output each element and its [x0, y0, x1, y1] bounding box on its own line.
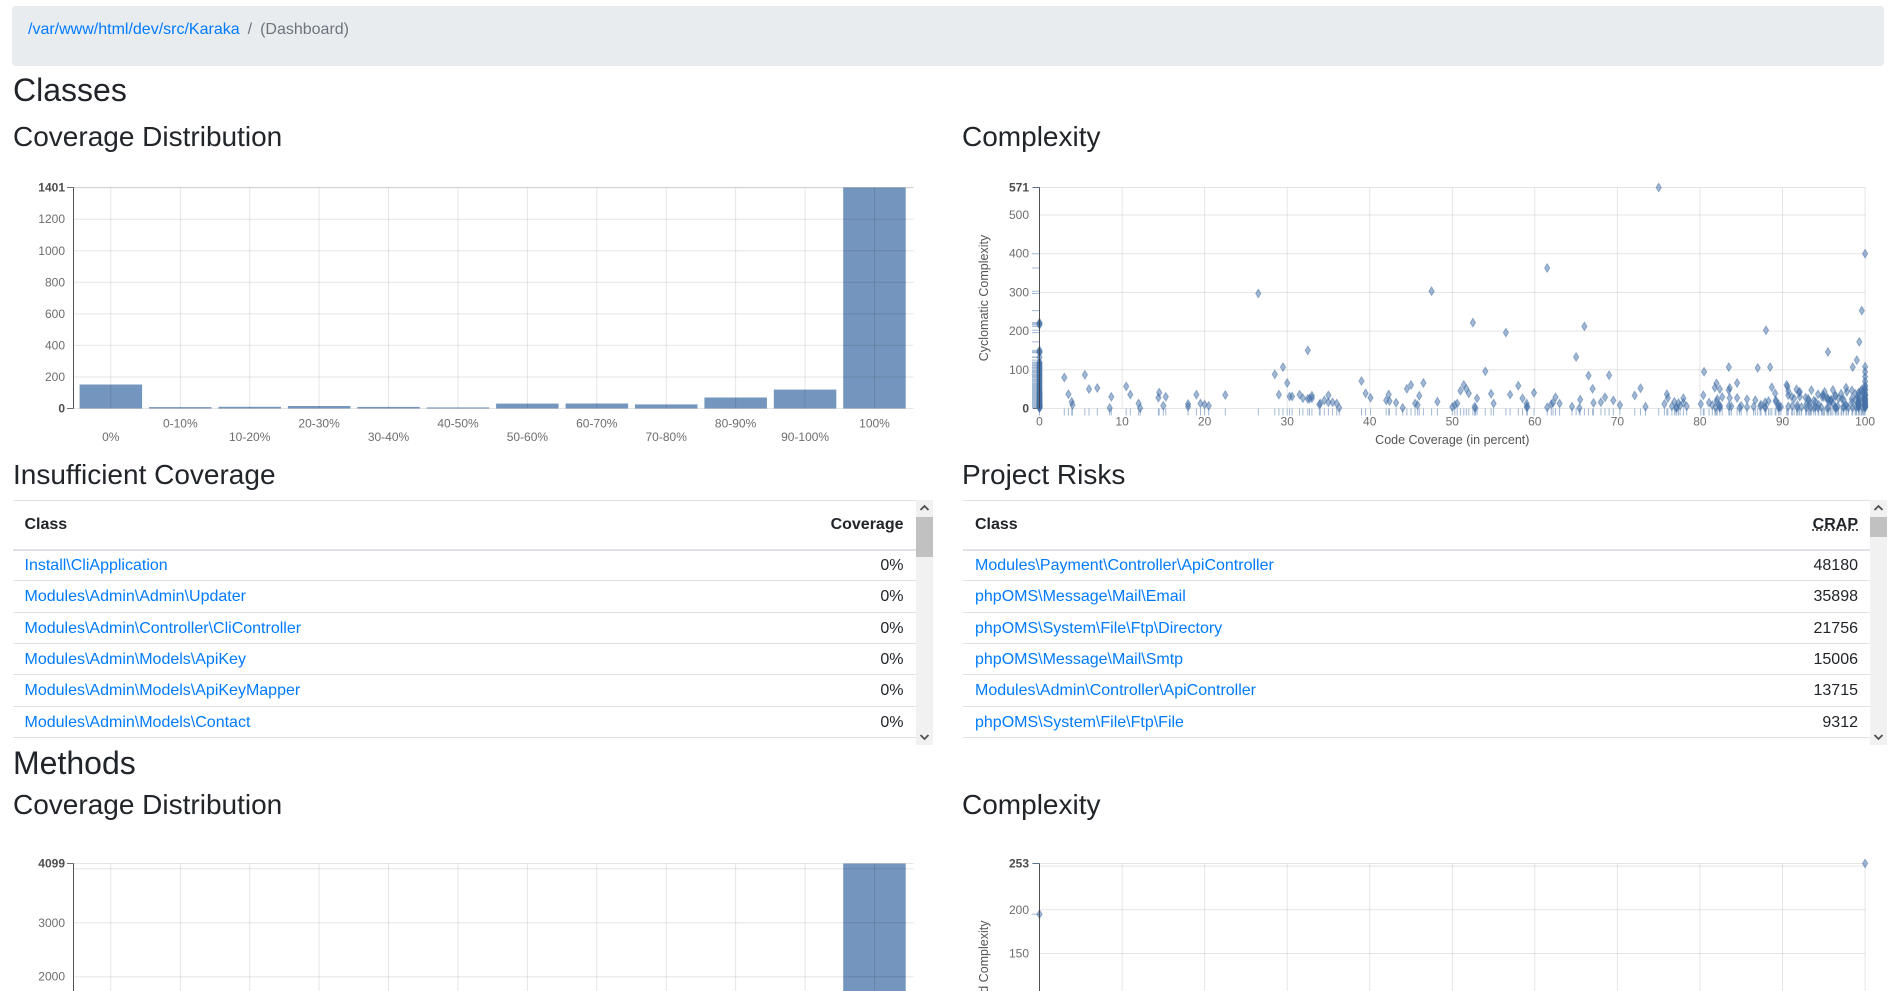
- svg-text:90-100%: 90-100%: [781, 430, 829, 444]
- svg-text:80-90%: 80-90%: [715, 417, 757, 431]
- svg-text:Cyclomatic Complexity: Cyclomatic Complexity: [977, 234, 991, 361]
- svg-text:3000: 3000: [38, 916, 65, 930]
- svg-text:500: 500: [1009, 208, 1029, 222]
- svg-text:50-60%: 50-60%: [507, 430, 549, 444]
- svg-text:800: 800: [45, 275, 65, 289]
- svg-text:30: 30: [1281, 415, 1295, 429]
- svg-text:60: 60: [1528, 415, 1542, 429]
- svg-text:10-20%: 10-20%: [229, 430, 271, 444]
- svg-text:0%: 0%: [102, 430, 120, 444]
- svg-text:100: 100: [1009, 363, 1029, 377]
- svg-text:10: 10: [1115, 415, 1129, 429]
- svg-text:2000: 2000: [38, 970, 65, 984]
- svg-text:300: 300: [1009, 285, 1029, 299]
- svg-text:20-30%: 20-30%: [298, 417, 340, 431]
- svg-text:80: 80: [1693, 415, 1707, 429]
- svg-text:1000: 1000: [38, 244, 65, 258]
- svg-text:0: 0: [1036, 415, 1043, 429]
- svg-text:150: 150: [1009, 947, 1029, 961]
- svg-text:0: 0: [58, 402, 65, 416]
- svg-text:600: 600: [45, 307, 65, 321]
- svg-text:1401: 1401: [38, 181, 65, 195]
- svg-text:4099: 4099: [38, 857, 65, 871]
- svg-text:1200: 1200: [38, 212, 65, 226]
- svg-text:400: 400: [1009, 247, 1029, 261]
- svg-text:0: 0: [1022, 402, 1029, 416]
- svg-text:100%: 100%: [859, 417, 890, 431]
- svg-text:200: 200: [45, 370, 65, 384]
- svg-text:200: 200: [1009, 324, 1029, 338]
- svg-text:Method Complexity: Method Complexity: [977, 920, 991, 991]
- svg-text:0-10%: 0-10%: [163, 417, 198, 431]
- svg-text:Code Coverage (in percent): Code Coverage (in percent): [1375, 433, 1529, 447]
- svg-text:20: 20: [1198, 415, 1212, 429]
- svg-text:400: 400: [45, 338, 65, 352]
- svg-text:571: 571: [1009, 181, 1029, 195]
- svg-text:60-70%: 60-70%: [576, 417, 618, 431]
- svg-text:200: 200: [1009, 903, 1029, 917]
- svg-text:50: 50: [1446, 415, 1460, 429]
- svg-text:90: 90: [1776, 415, 1790, 429]
- svg-text:30-40%: 30-40%: [368, 430, 410, 444]
- svg-text:40: 40: [1363, 415, 1377, 429]
- svg-text:253: 253: [1009, 857, 1029, 871]
- svg-text:40-50%: 40-50%: [437, 417, 479, 431]
- svg-text:100: 100: [1855, 415, 1875, 429]
- svg-text:70: 70: [1611, 415, 1625, 429]
- svg-text:70-80%: 70-80%: [646, 430, 688, 444]
